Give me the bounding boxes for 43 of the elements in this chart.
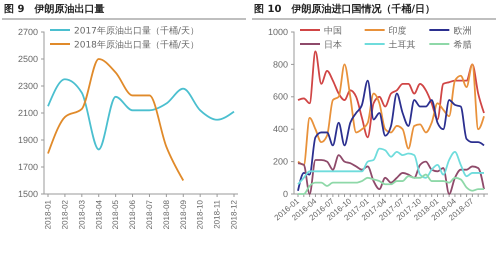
- y-tick-label: 2300: [18, 80, 38, 91]
- line-series: [297, 80, 485, 192]
- x-tick-label: 2018-01: [44, 199, 53, 230]
- legend-label: 欧洲: [453, 26, 472, 36]
- y-tick-label: 2100: [18, 108, 38, 118]
- line-series: [297, 64, 485, 166]
- legend-label: 土耳其: [388, 40, 416, 50]
- line-series: [297, 50, 485, 138]
- legend-label: 印度: [388, 26, 407, 36]
- x-tick-label: 2018-08: [162, 199, 171, 230]
- chart-title: 图 10 伊朗原油进口国情况（千桶/日）: [254, 3, 436, 15]
- x-tick-label: 2018-05: [111, 199, 120, 230]
- y-tick-label: 200: [272, 156, 288, 166]
- line-series: [297, 148, 485, 186]
- x-tick-label: 2018-09: [178, 199, 188, 230]
- y-tick-label: 400: [272, 124, 288, 134]
- chart-title: 图 9 伊朗原油出口量: [4, 3, 104, 15]
- line-series: [297, 174, 485, 195]
- y-tick-label: 1900: [18, 134, 38, 145]
- x-tick-label: 2018-11: [212, 199, 222, 229]
- y-tick-label: 0: [282, 188, 288, 199]
- y-tick-label: 2700: [18, 26, 38, 37]
- y-tick-label: 1700: [18, 162, 38, 172]
- y-tick-label: 600: [272, 92, 288, 102]
- y-tick-label: 2500: [18, 54, 38, 64]
- x-tick-label: 2018-10: [196, 199, 205, 230]
- x-tick-label: 2018-12: [230, 199, 239, 230]
- y-tick-label: 1000: [268, 26, 288, 37]
- y-tick-label: 800: [272, 59, 288, 70]
- line-series: [47, 78, 235, 150]
- legend-label: 希腊: [453, 40, 472, 50]
- line-series: [297, 154, 485, 195]
- x-tick-label: 2018-07: [145, 199, 154, 230]
- x-tick-label: 2018-04: [94, 199, 104, 230]
- x-tick-label: 2018-06: [128, 199, 138, 230]
- y-tick-label: 1500: [18, 188, 38, 199]
- x-tick-label: 2018-03: [77, 199, 86, 230]
- legend-label: 日本: [324, 40, 342, 50]
- legend-label: 2017年原油出口量（千桶/天）: [74, 26, 199, 36]
- legend-label: 2018年原油出口量（千桶/天）: [74, 40, 199, 50]
- x-tick-label: 2018-02: [60, 199, 70, 230]
- line-series: [47, 58, 184, 182]
- legend-label: 中国: [324, 26, 342, 36]
